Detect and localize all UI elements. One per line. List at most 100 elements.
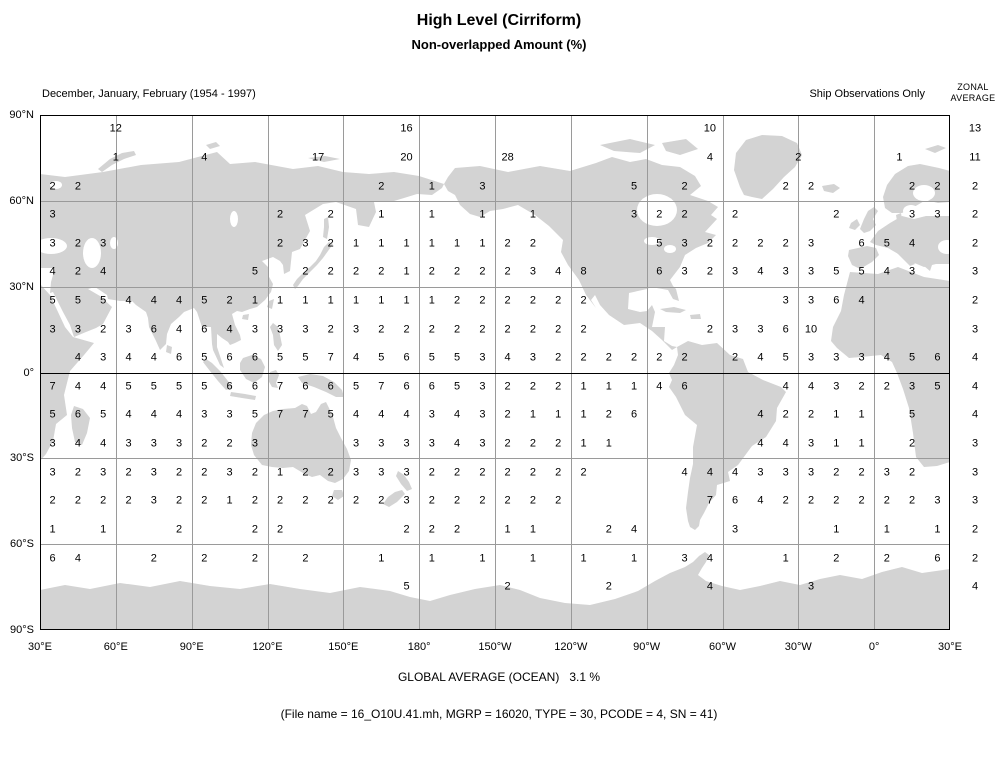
grid-value: 2 (909, 466, 916, 479)
grid-value: 4 (49, 265, 56, 278)
grid-value: 3 (378, 437, 385, 450)
grid-value: 1 (580, 408, 587, 421)
zonal-average-value: 2 (971, 237, 979, 250)
grid-value: 2 (327, 466, 334, 479)
grid-value: 3 (782, 294, 789, 307)
grid-value: 1 (605, 380, 612, 393)
land-new-zealand-north (396, 471, 412, 491)
grid-value: 2 (630, 351, 638, 364)
grid-value: 3 (782, 466, 789, 479)
grid-value: 2 (479, 466, 486, 479)
grid-value: 4 (706, 580, 713, 593)
grid-value: 4 (757, 408, 764, 421)
grid-value: 3 (807, 351, 815, 364)
grid-value: 1 (226, 494, 233, 507)
grid-value: 4 (150, 351, 157, 364)
grid-value: 4 (175, 323, 183, 336)
world-map: 12 16 10 1 4 17 20 28 4 2 1 2 2 2 1 3 5 2 2 2 2 2 3 2 2 1 1 1 1 3 2 2 2 2… (40, 115, 950, 630)
grid-value: 3 (529, 265, 536, 278)
grid-value: 2 (580, 294, 587, 307)
land-borneo (240, 355, 265, 383)
grid-value: 1 (378, 294, 385, 307)
zonal-average-value: 4 (971, 580, 979, 593)
grid-value: 4 (555, 265, 562, 278)
grid-value: 2 (504, 408, 511, 421)
grid-value: 2 (833, 552, 840, 564)
grid-value: 1 (49, 523, 56, 536)
grid-value: 1 (630, 380, 638, 393)
grid-value: 2 (428, 323, 435, 336)
grid-value: 1 (833, 437, 840, 450)
grid-value: 1 (352, 294, 360, 307)
grid-value: 2 (681, 180, 688, 192)
grid-value: 4 (100, 265, 107, 278)
grid-value: 3 (934, 208, 941, 221)
grid-value: 2 (555, 437, 562, 450)
lon-tick-label: 90°E (179, 641, 204, 653)
grid-value: 2 (807, 408, 815, 421)
grid-value: 6 (201, 323, 208, 336)
grid-value: 4 (807, 380, 815, 393)
grid-value: 1 (529, 523, 536, 536)
grid-value: 4 (74, 351, 81, 364)
grid-value: 1 (529, 208, 536, 221)
grid-value: 2 (352, 265, 360, 278)
grid-value: 6 (732, 494, 739, 507)
grid-value: 2 (706, 323, 713, 336)
grid-value: 2 (479, 294, 486, 307)
grid-value: 3 (175, 437, 183, 450)
zonal-header-line2: AVERAGE (950, 93, 996, 103)
grid-value: 2 (100, 323, 107, 336)
longitude-axis: 30°E 60°E 90°E 120°E 150°E 180° 150°W 120°W 90°W… (28, 641, 962, 657)
grid-value: 2 (681, 208, 688, 221)
zonal-average-value: 2 (971, 552, 979, 564)
grid-value: 3 (757, 323, 764, 336)
land-new-siberian-islands (308, 156, 340, 162)
grid-value: 6 (681, 380, 688, 393)
grid-value: 2 (706, 237, 713, 250)
lon-tick-label: 150°E (328, 641, 359, 653)
grid-value: 2 (327, 494, 334, 507)
grid-value: 3 (251, 437, 258, 450)
grid-value: 5 (175, 380, 183, 393)
black-sea-west-edge (40, 238, 67, 254)
grid-value: 5 (251, 408, 258, 421)
grid-value: 1 (403, 265, 410, 278)
grid-value: 2 (327, 237, 334, 250)
grid-value: 2 (454, 523, 461, 536)
grid-value: 7 (277, 408, 284, 421)
grid-value: 1 (378, 237, 385, 250)
grid-value: 6 (226, 351, 233, 364)
grid-value: 3 (782, 265, 789, 278)
grid-value: 1 (858, 437, 865, 450)
grid-value: 5 (833, 265, 840, 278)
grid-value: 1 (428, 208, 435, 221)
grid-value: 2 (706, 265, 713, 278)
grid-value: 2 (782, 237, 789, 250)
grid-value: 1 (428, 294, 435, 307)
grid-value: 4 (403, 408, 410, 421)
grid-value: 4 (706, 552, 713, 564)
grid-value: 2 (605, 523, 612, 536)
grid-value: 2 (807, 494, 815, 507)
zonal-average-value: 3 (971, 437, 979, 450)
lon-tick-label: 30°W (784, 641, 812, 653)
zonal-average-value: 2 (971, 294, 979, 307)
grid-value: 3 (49, 237, 56, 250)
grid-value: 6 (630, 408, 638, 421)
grid-value: 4 (681, 466, 688, 479)
grid-value: 2 (732, 237, 739, 250)
grid-value: 16 (400, 122, 413, 135)
grid-value: 2 (428, 523, 435, 536)
grid-value: 2 (858, 494, 865, 507)
grid-value: 2 (555, 466, 562, 479)
grid-value: 2 (732, 351, 739, 364)
grid-value: 3 (833, 351, 840, 364)
land-greenland (734, 135, 802, 199)
grid-value: 1 (479, 237, 486, 250)
land-ireland (849, 219, 860, 230)
grid-value: 5 (352, 380, 360, 393)
grid-value: 2 (782, 408, 789, 421)
grid-value: 2 (49, 494, 56, 507)
